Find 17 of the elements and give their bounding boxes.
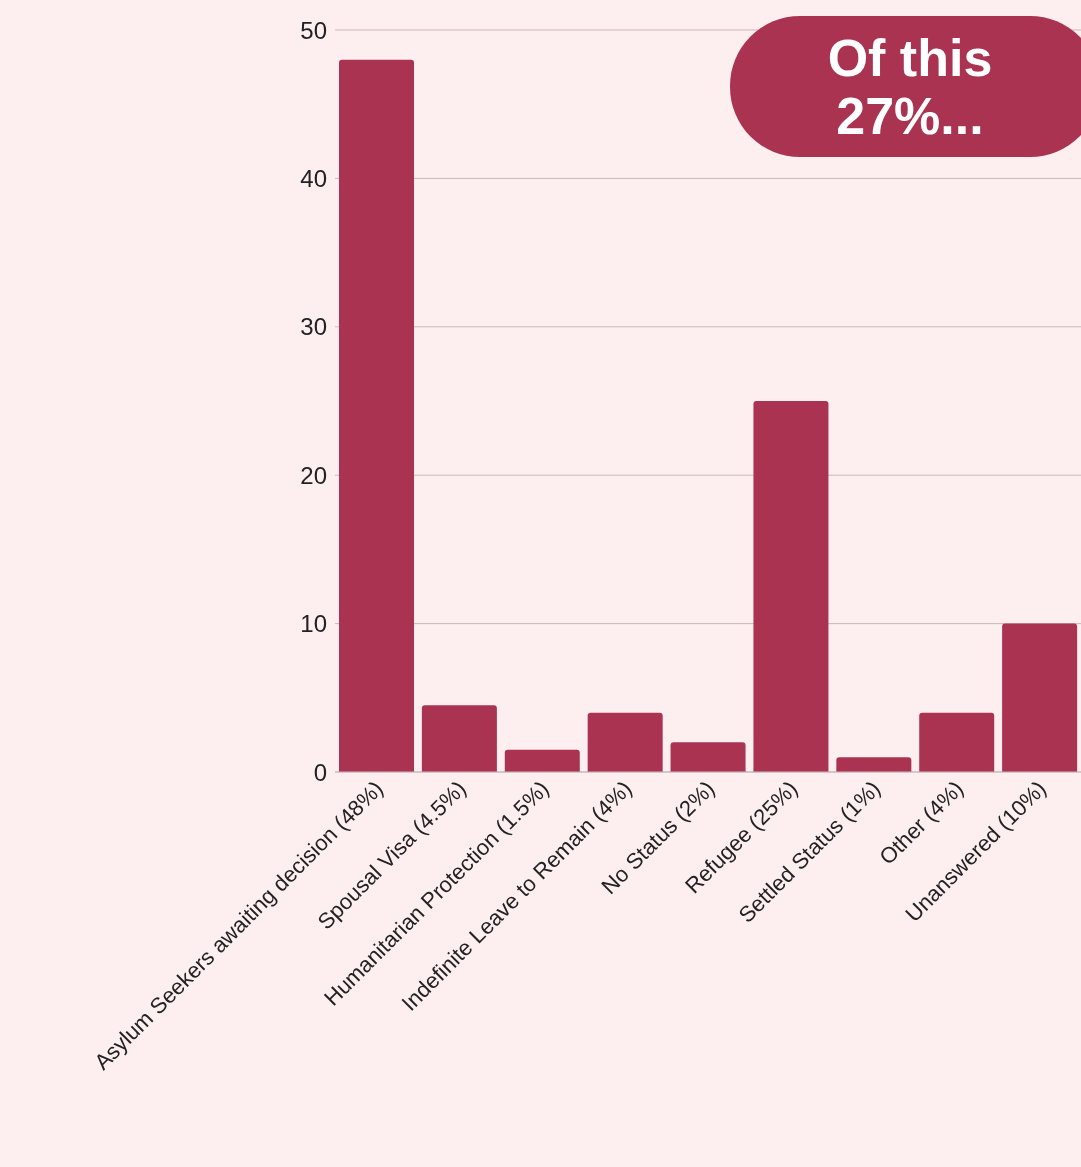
annotation: Of this 27%... [826,28,994,145]
y-tick-label: 20 [300,461,327,489]
bar [670,742,746,772]
bar [587,712,663,772]
bar [919,712,995,772]
bar [753,401,829,772]
bar [339,59,414,772]
y-tick-label: 30 [300,313,327,341]
y-tick-label: 40 [300,164,327,192]
bar [504,749,580,772]
y-tick-label: 0 [313,758,327,786]
bar [421,705,497,772]
bar [836,757,912,772]
y-tick-label: 10 [300,610,327,638]
y-tick-label: 50 [300,16,327,44]
bar [1002,623,1078,772]
rounded-label-shape: Of this 27%... [730,16,1081,157]
